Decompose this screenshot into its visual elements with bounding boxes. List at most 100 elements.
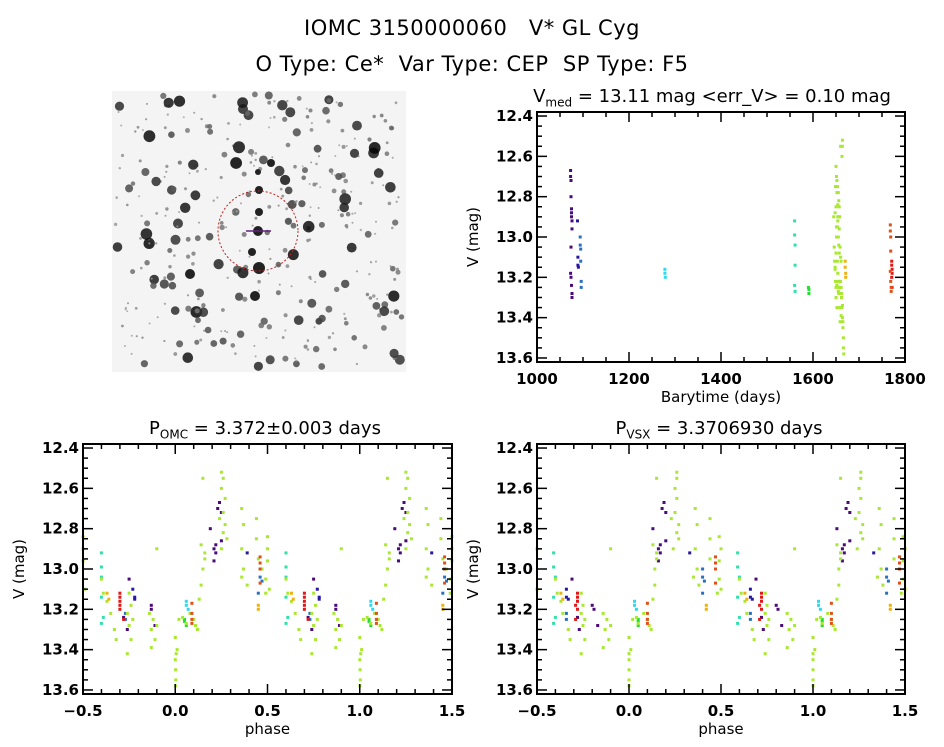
data-point [834, 164, 838, 168]
star [267, 205, 272, 209]
data-point [369, 624, 373, 627]
star [167, 248, 173, 253]
data-point [569, 169, 573, 172]
data-point [818, 615, 822, 619]
data-point [898, 555, 901, 559]
star [384, 151, 390, 156]
star [212, 199, 215, 202]
data-point [717, 535, 721, 539]
data-point [360, 648, 364, 652]
data-point [552, 565, 556, 569]
star [283, 313, 288, 318]
star [308, 108, 313, 113]
data-point [218, 517, 221, 521]
data-point [579, 652, 583, 656]
data-point [839, 255, 843, 259]
star [390, 310, 393, 314]
data-point [655, 557, 659, 561]
data-point [579, 611, 583, 615]
data-point [221, 476, 225, 480]
data-point [717, 577, 721, 581]
data-point [569, 245, 573, 249]
data-point [203, 557, 207, 561]
data-point [663, 271, 667, 275]
data-point [714, 567, 717, 571]
data-point [397, 547, 400, 551]
data-point [334, 628, 338, 631]
finder-chart-image [112, 91, 406, 372]
data-point [793, 547, 797, 551]
data-point [441, 557, 445, 561]
star [186, 254, 191, 259]
star [379, 113, 384, 118]
data-point [118, 603, 122, 607]
data-point [266, 559, 269, 563]
star [235, 292, 244, 301]
data-point [122, 617, 126, 621]
data-point [221, 531, 225, 535]
star [372, 302, 381, 310]
data-point [402, 517, 406, 521]
data-point [378, 624, 382, 627]
data-point [835, 597, 839, 601]
data-point [264, 591, 268, 595]
star [290, 222, 297, 229]
data-point [570, 211, 573, 215]
star [305, 107, 308, 110]
data-point [369, 603, 373, 607]
star [168, 281, 177, 290]
data-point [861, 537, 865, 541]
data-point [840, 304, 844, 307]
timeseries-panel: 12.4 12.6 12.8 13.0 13.2 13.4 13.6 1000 1200 1400… [464, 107, 926, 406]
data-point [371, 607, 375, 611]
data-point [212, 559, 216, 563]
star [224, 330, 227, 332]
data-point [701, 567, 705, 571]
star [313, 326, 316, 329]
data-point [888, 223, 892, 227]
star [226, 276, 229, 279]
data-point [715, 591, 719, 595]
x-tick-label: 1000 [516, 370, 558, 388]
plot-frame [536, 111, 906, 363]
data-point [758, 603, 762, 607]
data-point [763, 591, 767, 595]
star [180, 202, 191, 213]
data-point [714, 561, 717, 565]
star [252, 91, 258, 98]
star [350, 190, 353, 193]
star [381, 325, 387, 331]
star [282, 355, 289, 362]
star [285, 107, 296, 118]
star [310, 161, 313, 164]
star [193, 111, 196, 114]
data-point [750, 628, 754, 631]
data-point [877, 547, 881, 551]
star [355, 362, 358, 366]
data-point [208, 527, 212, 531]
star [368, 142, 381, 154]
data-point [835, 259, 839, 263]
star [248, 148, 255, 155]
star [294, 357, 297, 360]
data-point [774, 603, 778, 607]
star [313, 345, 320, 353]
star [277, 204, 280, 207]
data-point [817, 603, 820, 607]
y-tick-label: 12.8 [496, 520, 533, 538]
star [219, 224, 225, 231]
star [284, 329, 287, 332]
data-point [258, 575, 262, 579]
star [345, 211, 351, 217]
data-point [645, 611, 649, 615]
star [285, 142, 291, 148]
data-point [382, 597, 386, 601]
data-point [837, 215, 841, 219]
data-point [857, 486, 861, 490]
data-point [173, 658, 177, 662]
data-point [240, 575, 244, 579]
star [374, 232, 377, 235]
star [212, 94, 217, 99]
data-point [651, 543, 655, 547]
star [373, 168, 384, 178]
